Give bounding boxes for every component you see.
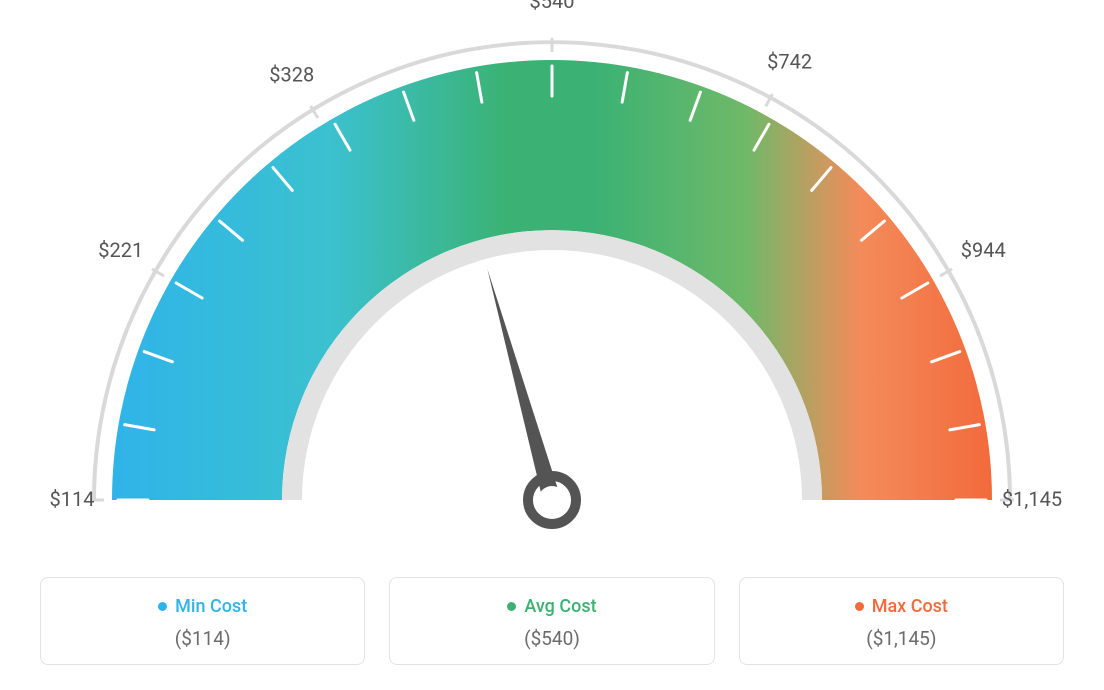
gauge-svg: $114 $221 $328 $540 $742 $944 $1,145 <box>0 0 1104 560</box>
tick-label: $114 <box>50 487 95 511</box>
legend-label-row: Max Cost <box>752 596 1051 617</box>
legend-dot-icon <box>507 602 516 611</box>
tick-label: $540 <box>530 0 575 13</box>
legend-dot-icon <box>158 602 167 611</box>
legend-label: Min Cost <box>175 596 247 617</box>
tick-label: $742 <box>767 49 812 73</box>
tick-label: $221 <box>98 238 143 262</box>
gauge-needle <box>487 269 560 503</box>
gauge-arc <box>112 60 992 500</box>
tick-label: $1,145 <box>1002 487 1062 511</box>
legend-row: Min Cost ($114) Avg Cost ($540) Max Cost ($1,… <box>0 577 1104 665</box>
needle-hub-inner <box>538 486 566 514</box>
legend-label-row: Avg Cost <box>402 596 701 617</box>
legend-value: ($540) <box>402 627 701 650</box>
legend-label: Max Cost <box>872 596 948 617</box>
legend-label-row: Min Cost <box>53 596 352 617</box>
tick-label: $944 <box>961 238 1006 262</box>
cost-gauge-chart: $114 $221 $328 $540 $742 $944 $1,145 <box>0 0 1104 560</box>
legend-label: Avg Cost <box>524 596 596 617</box>
legend-card-avg: Avg Cost ($540) <box>389 577 714 665</box>
legend-value: ($1,145) <box>752 627 1051 650</box>
legend-value: ($114) <box>53 627 352 650</box>
legend-dot-icon <box>855 602 864 611</box>
legend-card-max: Max Cost ($1,145) <box>739 577 1064 665</box>
legend-card-min: Min Cost ($114) <box>40 577 365 665</box>
tick-label: $328 <box>269 62 314 86</box>
